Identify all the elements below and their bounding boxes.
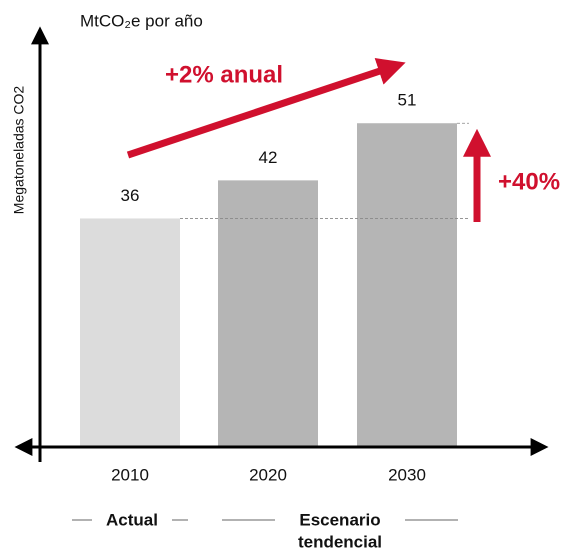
x-tick-label: 2020: [249, 465, 287, 484]
growth-arrow: [126, 58, 406, 159]
group-label: Escenario: [299, 510, 380, 529]
group-label: tendencial: [298, 532, 382, 551]
y-axis-label: Megatoneladas CO2: [11, 86, 27, 215]
value-label: 51: [398, 91, 417, 110]
value-label: 36: [121, 186, 140, 205]
increase-annotation: +40%: [498, 168, 560, 195]
x-tick-label: 2030: [388, 465, 426, 484]
unit-label: MtCO₂e por año: [80, 11, 203, 30]
bar: [218, 180, 318, 447]
bar: [80, 218, 180, 447]
growth-annotation: +2% anual: [165, 61, 283, 88]
value-label: 42: [259, 148, 278, 167]
bar: [357, 123, 457, 448]
x-tick-label: 2010: [111, 465, 149, 484]
group-label: Actual: [106, 510, 158, 529]
